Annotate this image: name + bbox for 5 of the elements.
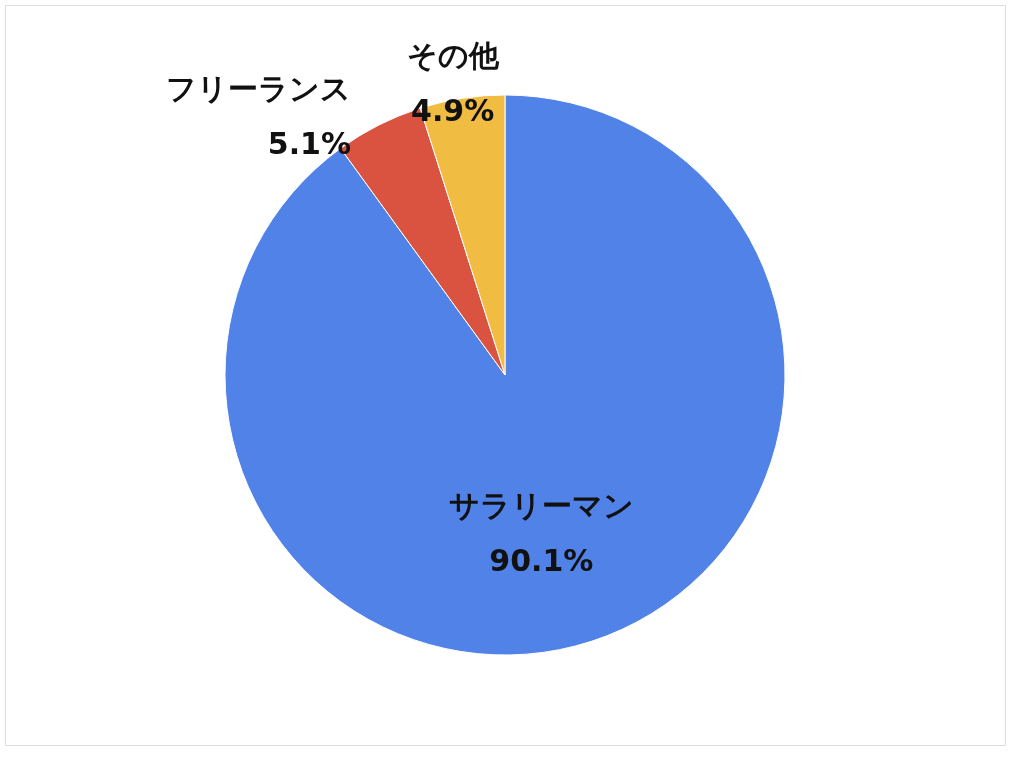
slice-label: フリーランス bbox=[166, 71, 352, 107]
data-label: 5.1% bbox=[267, 126, 352, 162]
data-label: 90.1% bbox=[489, 542, 594, 578]
slice-label: サラリーマン bbox=[448, 487, 634, 523]
slice-label: その他 bbox=[406, 38, 500, 74]
